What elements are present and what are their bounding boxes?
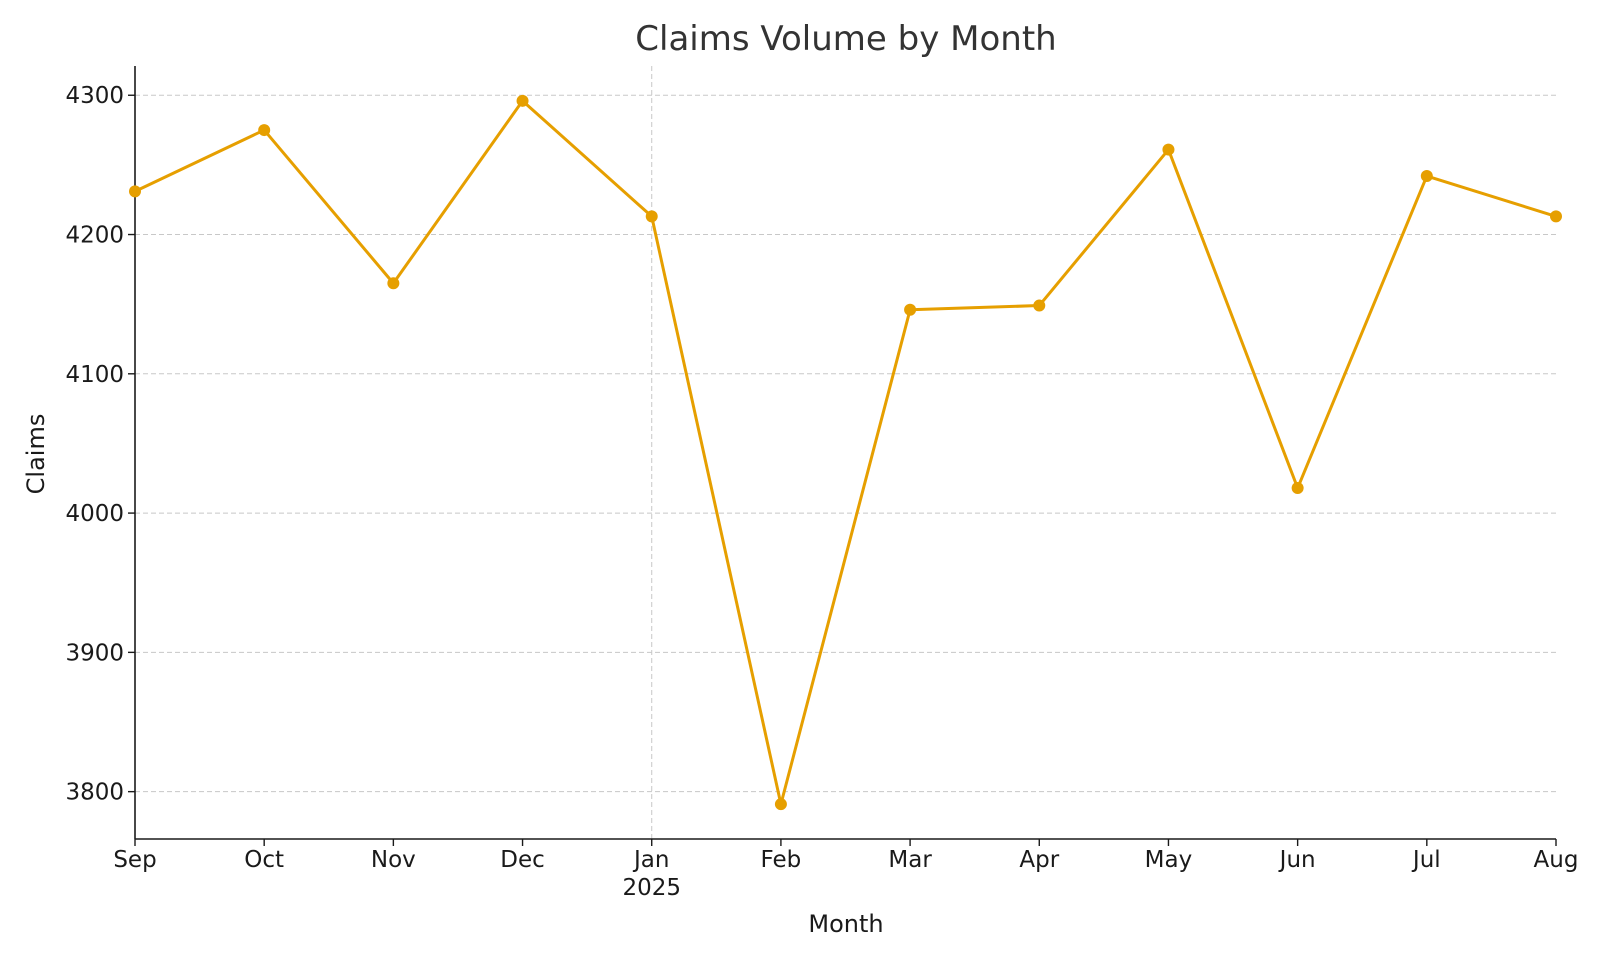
x-axis-title: Month: [808, 910, 883, 938]
x-tick-label: Apr: [1019, 847, 1059, 873]
x-year-label: 2025: [622, 875, 681, 901]
data-point: [1420, 170, 1433, 183]
data-point: [774, 798, 787, 811]
x-tick-label: Dec: [500, 847, 545, 873]
chart-title: Claims Volume by Month: [635, 19, 1056, 59]
y-tick-label: 4300: [65, 83, 124, 109]
gridlines: [135, 66, 1556, 839]
data-point: [1033, 299, 1046, 312]
x-tick-label: Nov: [371, 847, 416, 873]
x-tick-label: Mar: [888, 847, 932, 873]
x-tick-label: Jun: [1278, 847, 1316, 873]
y-tick-label: 4100: [65, 362, 124, 388]
data-point: [1291, 482, 1304, 495]
x-tick-label: Feb: [761, 847, 802, 873]
data-point: [904, 303, 917, 316]
data-point: [645, 210, 658, 223]
x-tick-label: Aug: [1534, 847, 1579, 873]
y-tick-label: 4000: [65, 501, 124, 527]
data-point: [1162, 143, 1175, 156]
x-tick-label: May: [1145, 847, 1193, 873]
y-tick-label: 3900: [65, 640, 124, 666]
y-tick-label: 3800: [65, 780, 124, 806]
data-point: [258, 124, 271, 137]
data-point: [516, 94, 529, 107]
x-tick-label: Sep: [113, 847, 156, 873]
x-tick-label: Jan: [632, 847, 669, 873]
x-tick-label: Jul: [1411, 847, 1441, 873]
data-point: [1550, 210, 1562, 223]
y-axis-title: Claims: [22, 414, 50, 495]
axes: 3800 3900 4000 4100 4200 4300 Sep Oct Nov Dec Jan F…: [65, 66, 1578, 901]
y-tick-label: 4200: [65, 223, 124, 249]
x-tick-label: Oct: [244, 847, 284, 873]
series-line: [134, 99, 1557, 806]
data-point: [129, 185, 141, 198]
data-point: [387, 277, 400, 290]
series: [129, 94, 1562, 811]
